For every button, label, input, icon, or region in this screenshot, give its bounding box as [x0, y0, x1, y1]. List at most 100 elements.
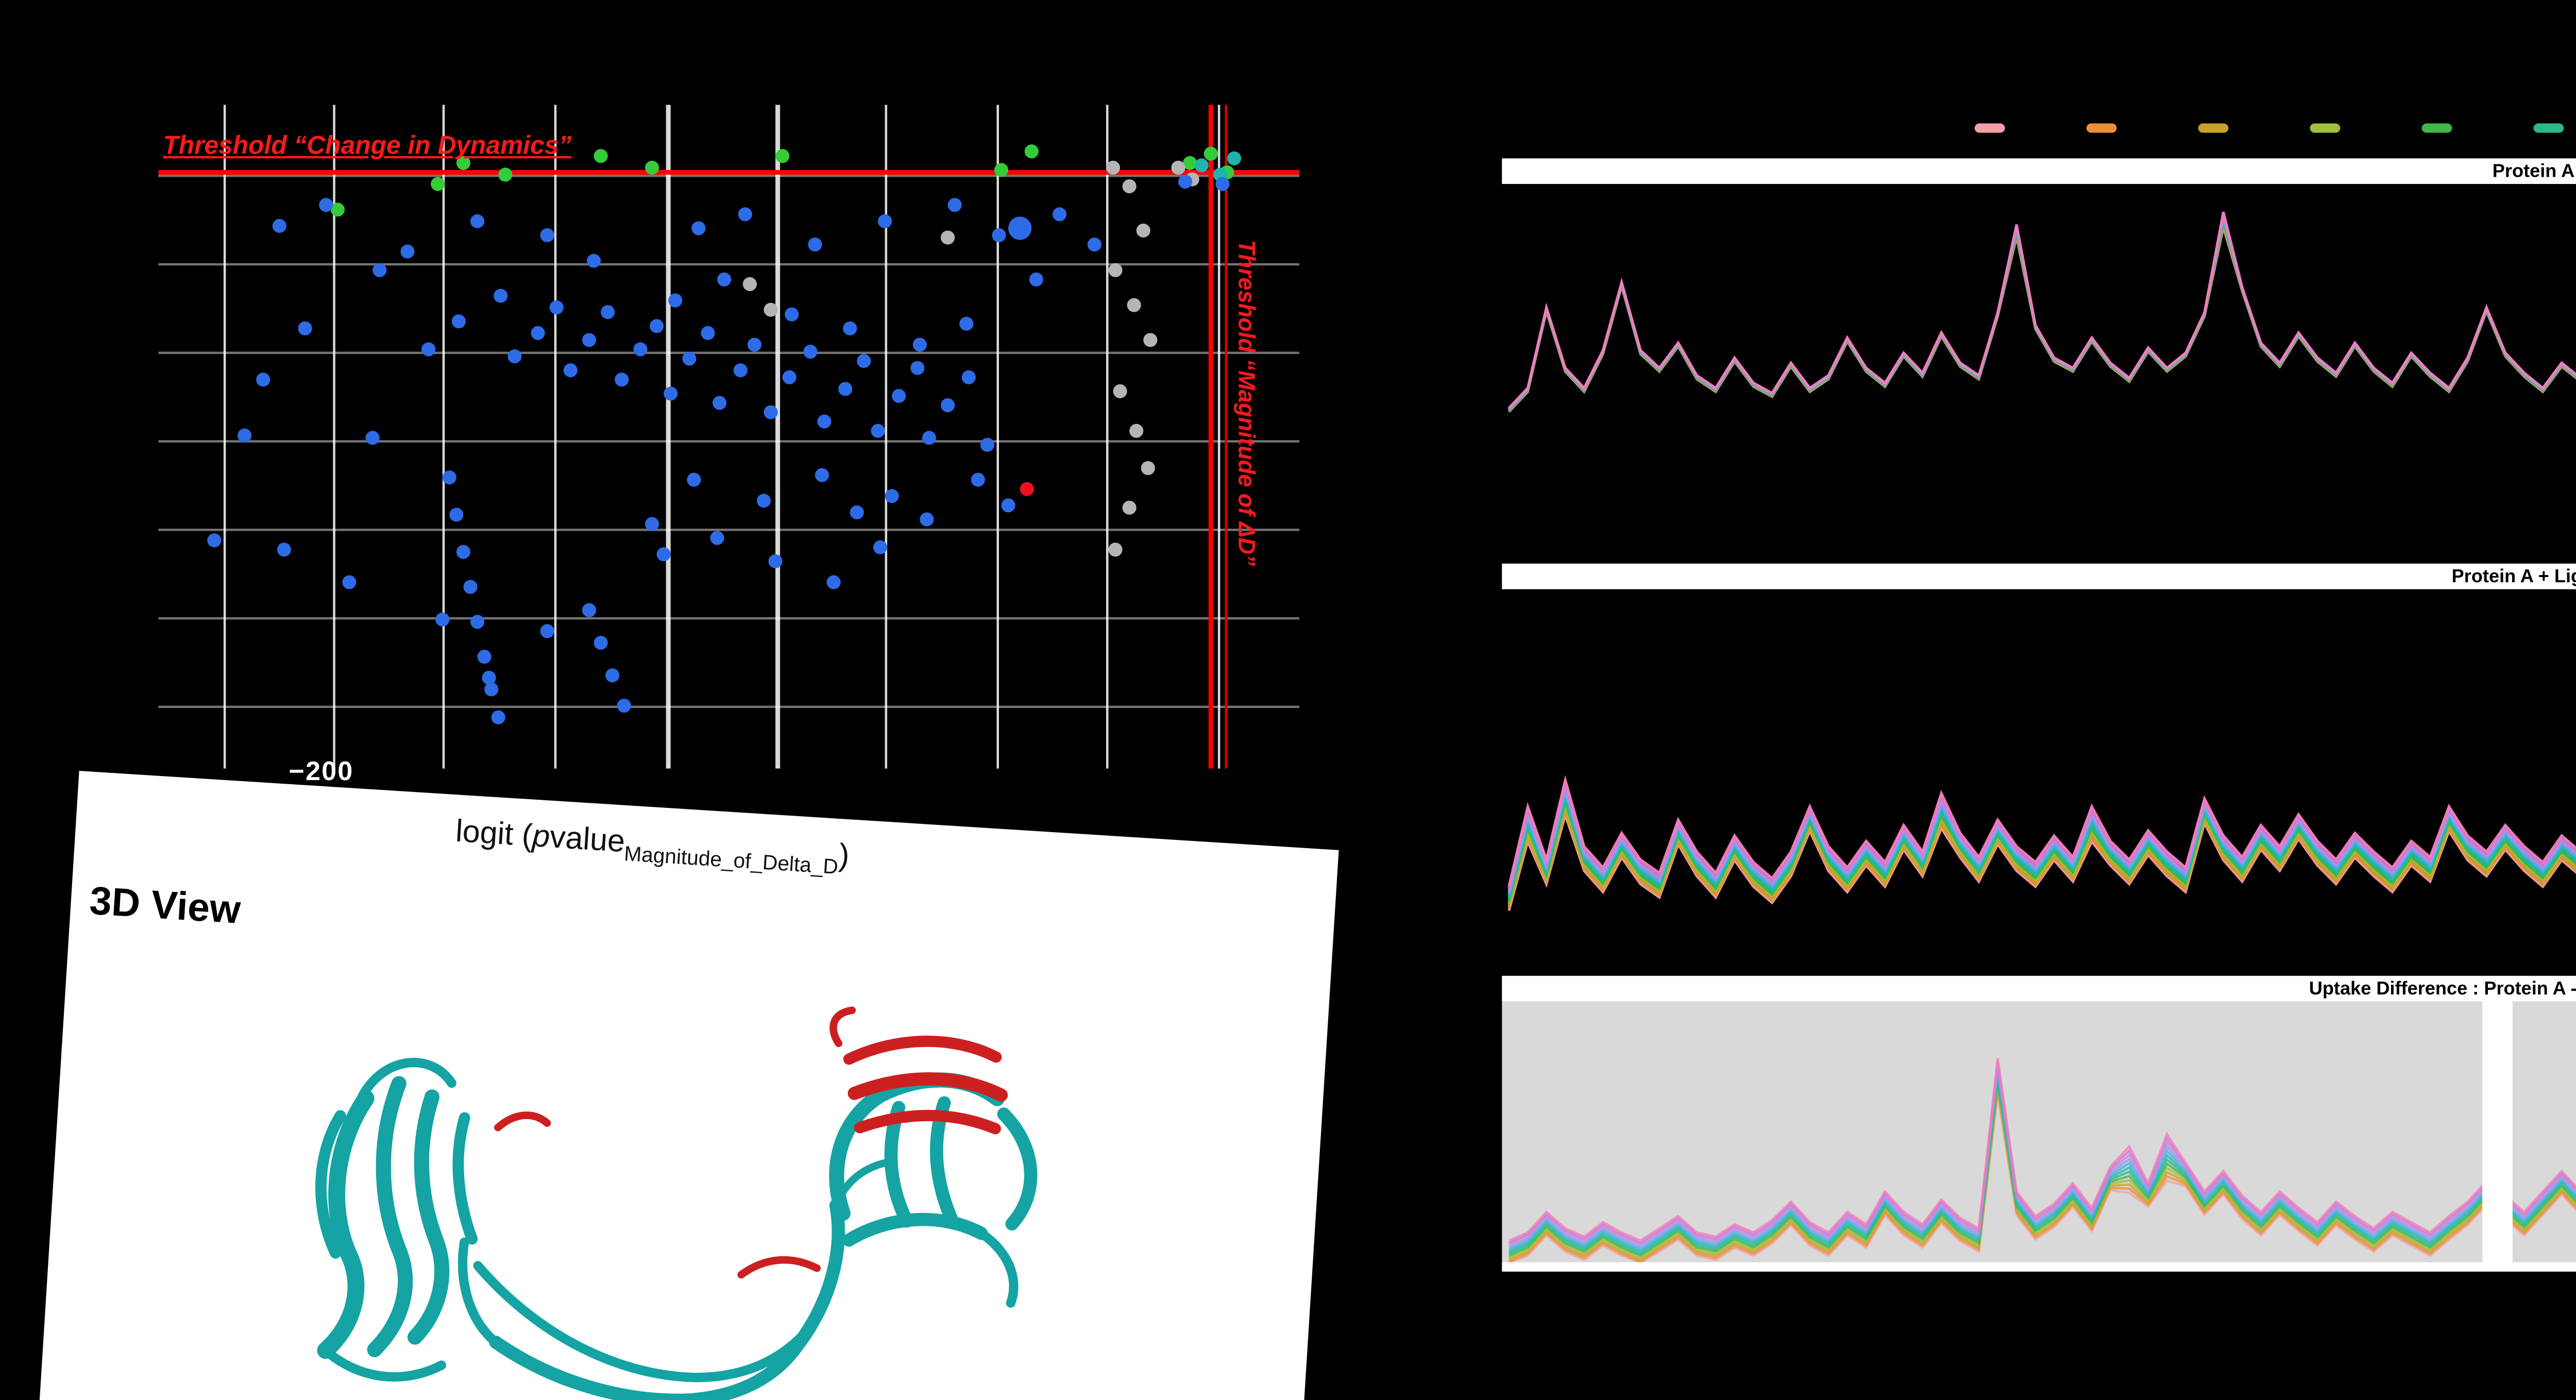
scatter-point [762, 404, 779, 420]
axis-label-p: p [531, 818, 551, 854]
scatter-point [469, 614, 485, 630]
gridline-horizontal [158, 705, 1300, 709]
uptake-difference-chart[interactable] [1502, 1001, 2576, 1272]
scatter-point [741, 276, 758, 292]
scatter-point [767, 553, 784, 569]
scatter-point [497, 166, 514, 183]
scatter-point [737, 206, 753, 223]
scatter-point [616, 698, 632, 714]
3d-view-panel[interactable]: logit (pvalueMagnitude_of_Delta_D) 3D Vi… [35, 771, 1339, 1400]
scatter-point [837, 381, 854, 397]
scatter-point [807, 237, 823, 252]
scatter-point [420, 341, 436, 358]
scatter-point [1052, 206, 1067, 223]
scatter-point [644, 160, 660, 176]
series-line-0 [1508, 226, 2576, 413]
scatter-point [856, 353, 872, 369]
axis-label-value: value [549, 819, 626, 859]
series-line-9 [1508, 1064, 2576, 1246]
series-line-0 [1507, 810, 2576, 911]
scatter-point [399, 243, 416, 260]
scatter-point [1121, 499, 1138, 516]
scatter-point [271, 218, 287, 234]
series-line-4 [1508, 221, 2576, 412]
scatter-point [732, 362, 749, 378]
scatter-point [276, 542, 292, 558]
scatter-point [490, 709, 506, 726]
scatter-point [872, 539, 888, 555]
scatter-point [946, 197, 963, 213]
protein-a-ligand-chart[interactable] [1502, 589, 2576, 971]
scatter-point [441, 469, 457, 485]
scatter-point [709, 530, 725, 546]
scatter-point [911, 336, 928, 353]
scatter-point [667, 292, 684, 309]
scatter-point [451, 313, 467, 330]
threshold-magnitude-label: Threshold “Magnitude of ΔD” [1231, 240, 1258, 566]
series-line-11 [1508, 1058, 2576, 1242]
series-line-2 [1508, 1087, 2576, 1261]
scatter-point [614, 372, 630, 388]
scatter-point [1121, 178, 1138, 194]
gridline-vertical [333, 105, 336, 769]
protein-a-chart[interactable] [1502, 184, 2576, 552]
scatter-point [816, 413, 833, 430]
scatter-point [364, 430, 381, 446]
scatter-point [1023, 143, 1040, 160]
gridline-vertical [1217, 105, 1221, 769]
volcano-plot[interactable]: Threshold “Change in Dynamics” Threshold… [158, 105, 1300, 769]
series-line-7 [1508, 217, 2576, 411]
scatter-point [716, 271, 732, 288]
scatter-point [784, 306, 800, 323]
scatter-point [1008, 216, 1032, 240]
scatter-point [655, 546, 672, 563]
gridline-vertical [442, 105, 446, 769]
timepoint-legend [1974, 123, 2576, 132]
legend-dash-0[interactable] [1974, 123, 2005, 132]
scatter-point [960, 369, 977, 385]
scatter-point [581, 332, 597, 348]
scatter-point [592, 635, 609, 651]
scatter-point [884, 488, 900, 504]
scatter-point [919, 511, 935, 528]
scatter-point [448, 507, 465, 523]
scatter-point [1028, 271, 1044, 288]
scatter-point [681, 350, 698, 367]
protein-a-title: Protein A [2492, 160, 2575, 182]
protein-a-ligand-lines-svg [1507, 774, 2576, 911]
chart-bottom-strip [1502, 1262, 2576, 1272]
series-line-10 [1507, 778, 2576, 889]
scatter-point [1000, 497, 1016, 514]
legend-dash-3[interactable] [2310, 123, 2341, 132]
scatter-point [649, 318, 665, 334]
legend-dash-5[interactable] [2533, 123, 2564, 132]
scatter-point [849, 504, 865, 520]
scatter-point [434, 611, 451, 628]
scatter-point [455, 544, 471, 560]
scatter-point [1135, 223, 1151, 239]
scatter-point [979, 436, 995, 453]
series-line-8 [1507, 784, 2576, 893]
vertical-threshold-line [1208, 105, 1213, 769]
legend-dash-4[interactable] [2421, 123, 2452, 132]
legend-dash-2[interactable] [2198, 123, 2229, 132]
scatter-point [539, 227, 555, 243]
scatter-point [970, 471, 986, 488]
scatter-point [842, 320, 858, 336]
protein-a-ligand-title-bar: Protein A + Ligand [1502, 563, 2576, 589]
series-line-10 [1508, 213, 2576, 410]
scatter-point [1107, 542, 1124, 558]
series-line-8 [1508, 215, 2576, 410]
series-line-4 [1508, 1080, 2576, 1257]
protein-a-ligand-title: Protein A + Ligand [2451, 566, 2576, 587]
series-line-9 [1508, 214, 2576, 410]
series-line-8 [1508, 1068, 2576, 1249]
scatter-point [644, 516, 660, 532]
gridline-horizontal [158, 440, 1300, 443]
legend-dash-1[interactable] [2086, 123, 2117, 132]
scatter-point [600, 304, 616, 320]
scatter-point [940, 397, 956, 413]
scatter-point [1128, 423, 1144, 439]
series-line-3 [1508, 1083, 2576, 1259]
